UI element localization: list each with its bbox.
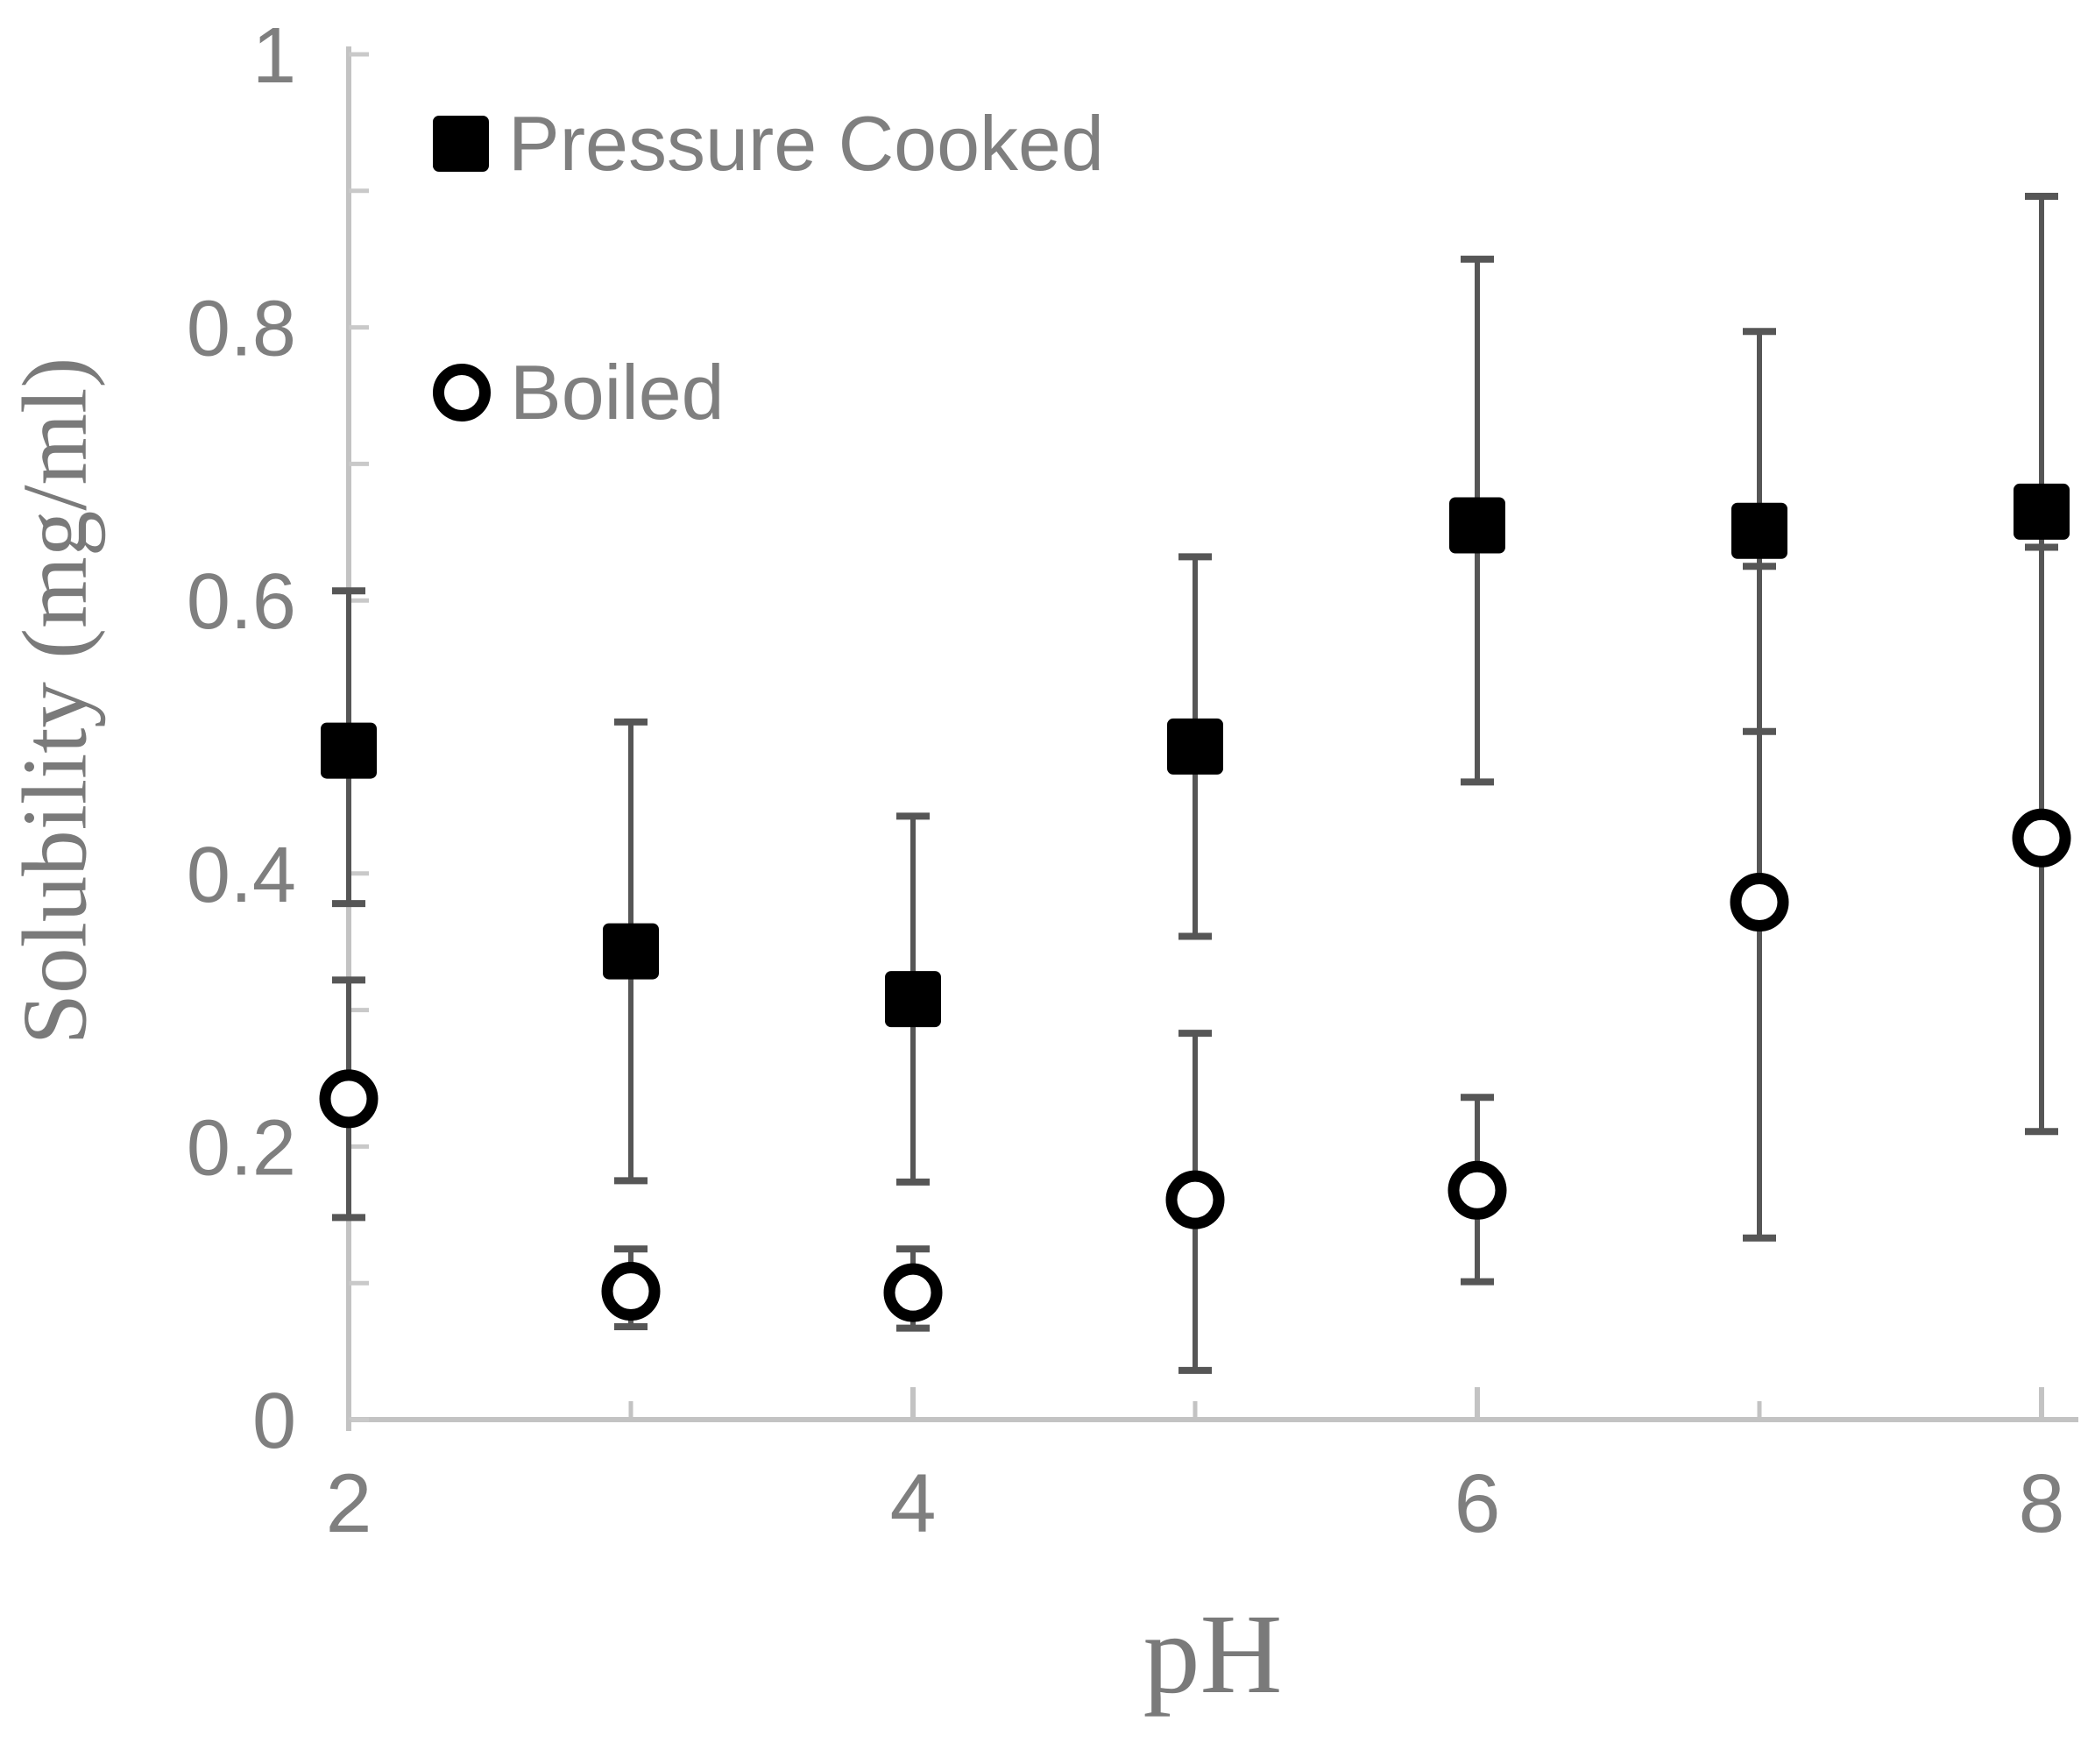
y-tick-label: 0.4 (187, 832, 296, 919)
marker-circle (319, 1069, 379, 1129)
marker-square (1731, 502, 1787, 559)
marker-circle (1165, 1170, 1225, 1229)
x-tick-label: 4 (890, 1457, 937, 1550)
marker-circle (2012, 808, 2071, 868)
open-circle-icon (433, 364, 491, 422)
x-tick-label: 8 (2019, 1457, 2065, 1550)
legend-label-pressure-cooked: Pressure Cooked (508, 100, 1104, 187)
y-tick-label: 0 (252, 1378, 296, 1465)
marker-square (885, 971, 941, 1028)
marker-circle (1447, 1160, 1507, 1220)
y-axis-title: Solubility (mg/ml) (3, 357, 106, 1045)
y-tick-label: 0.8 (187, 286, 296, 373)
legend-item-boiled: Boiled (433, 354, 725, 431)
y-tick-label: 0.2 (187, 1104, 296, 1192)
marker-square (1167, 718, 1223, 775)
marker-circle (883, 1263, 943, 1322)
y-tick-label: 1 (252, 12, 296, 100)
x-tick-label: 2 (326, 1457, 372, 1550)
x-tick-label: 6 (1454, 1457, 1501, 1550)
legend-item-pressure-cooked: Pressure Cooked (433, 105, 1104, 182)
marker-circle (601, 1262, 661, 1321)
x-axis-title: pH (1143, 1591, 1283, 1718)
marker-square (2014, 483, 2070, 540)
legend-label-boiled: Boiled (510, 349, 725, 436)
filled-square-icon (433, 116, 489, 172)
marker-square (1449, 497, 1505, 554)
y-tick-label: 0.6 (187, 558, 296, 646)
marker-square (321, 722, 377, 779)
marker-square (603, 923, 659, 980)
marker-circle (1730, 873, 1789, 932)
